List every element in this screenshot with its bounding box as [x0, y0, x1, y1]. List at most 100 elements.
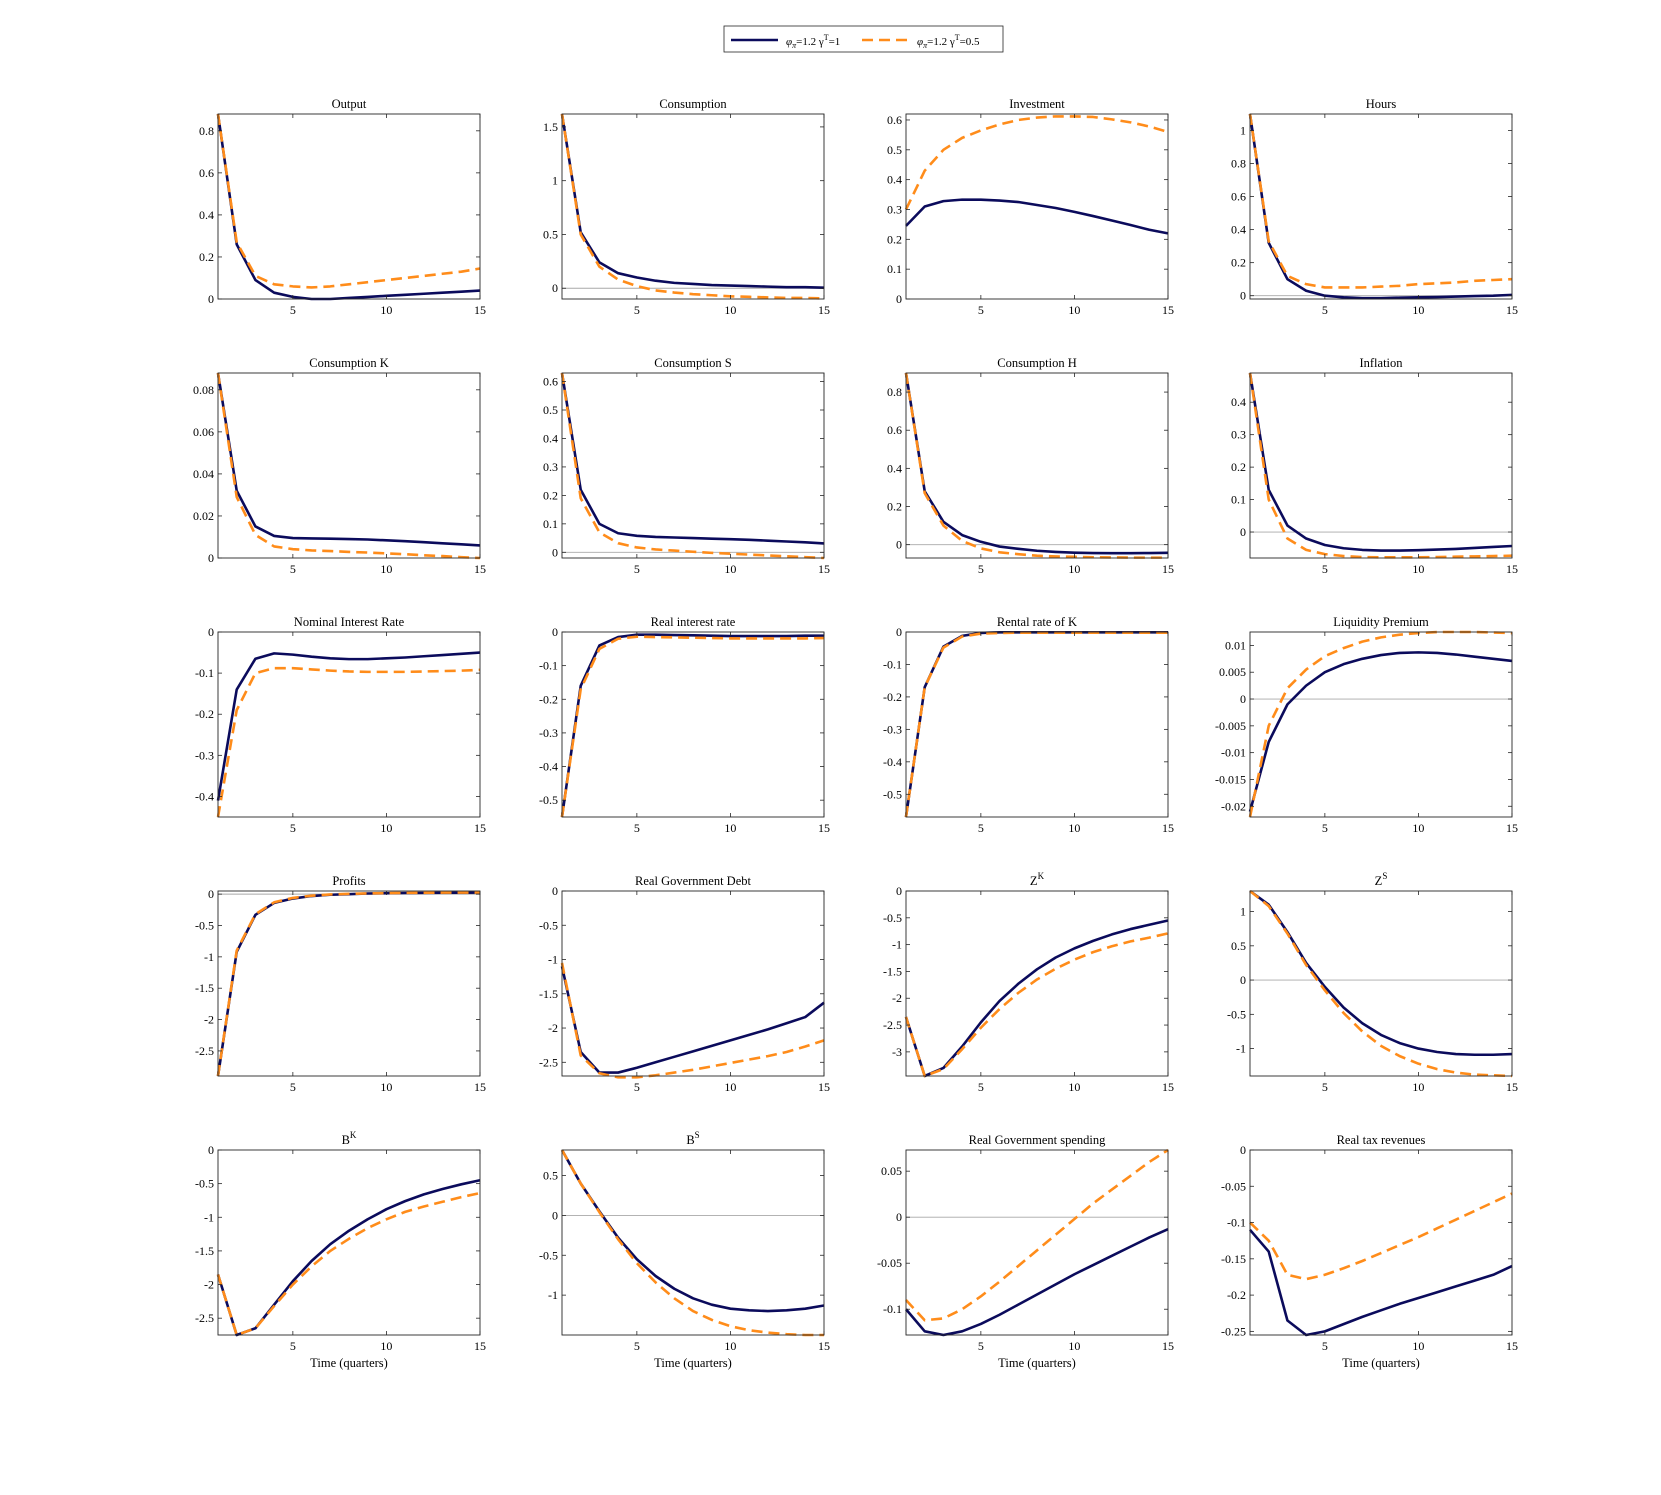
y-tick-label: -1.5: [195, 981, 214, 995]
x-tick-label: 5: [1322, 1080, 1328, 1094]
plot-area: [1250, 114, 1512, 299]
x-tick-label: 5: [1322, 821, 1328, 835]
series-line-s1: [1248, 113, 1513, 300]
y-tick-label: -0.3: [195, 748, 214, 762]
x-axis-label: Time (quarters): [998, 1356, 1076, 1370]
y-tick-label: 0.8: [887, 385, 902, 399]
series-line-s2: [560, 113, 825, 300]
y-tick-label: 0: [552, 281, 558, 295]
y-tick-label: -1.5: [195, 1244, 214, 1258]
plot-area: [1250, 891, 1512, 1076]
panel-title: Investment: [1009, 97, 1065, 111]
panel-title: Real interest rate: [651, 615, 736, 629]
y-tick-label: 0: [1240, 1143, 1246, 1157]
series-line-s1: [216, 113, 481, 301]
x-tick-label: 5: [978, 1080, 984, 1094]
y-tick-label: -1: [548, 953, 558, 967]
panel-title: Consumption: [659, 97, 727, 111]
y-tick-label: 0.1: [543, 517, 558, 531]
y-tick-label: -1: [1236, 1042, 1246, 1056]
y-tick-label: 0: [552, 625, 558, 639]
y-tick-label: -0.5: [195, 918, 214, 932]
panel-17: 5 10 15 -1 -0.5 0 0.5 BS Time (quarters): [539, 1130, 830, 1370]
plot-area: [906, 891, 1168, 1076]
y-tick-label: 0: [896, 884, 902, 898]
y-tick-label: -0.1: [195, 666, 214, 680]
series-line-s2: [560, 635, 825, 818]
plot-area: [906, 114, 1168, 299]
y-tick-label: 0.6: [199, 166, 214, 180]
plot-area: [562, 114, 824, 299]
y-tick-label: 0.4: [543, 431, 558, 445]
y-tick-label: -0.5: [539, 918, 558, 932]
x-tick-label: 10: [724, 1339, 736, 1353]
y-tick-label: -2: [204, 1013, 214, 1027]
y-tick-label: 0.01: [1225, 638, 1246, 652]
y-tick-label: 0.5: [887, 143, 902, 157]
legend-label-s2: φπ=1.2 γT=0.5: [917, 33, 980, 50]
series-line-s2: [904, 631, 1168, 818]
panel-title: Profits: [332, 874, 365, 888]
y-tick-label: 0.2: [199, 250, 214, 264]
series-line-s2: [560, 1149, 824, 1337]
series-line-s2: [216, 1191, 481, 1337]
panel-title: Real tax revenues: [1337, 1133, 1426, 1147]
axes-box: [561, 890, 825, 1077]
y-tick-label: -2.5: [195, 1311, 214, 1325]
plot-area: [906, 373, 1168, 558]
y-tick-label: 1.5: [543, 120, 558, 134]
y-tick-label: -0.4: [539, 760, 558, 774]
y-tick-label: 0: [208, 292, 214, 306]
y-tick-label: 0.4: [887, 461, 902, 475]
panel-16: 5 10 15 -2.5 -2 -1.5 -1 -0.5 0 BK Time (quarters): [195, 1130, 486, 1370]
axes-box: [561, 113, 825, 300]
y-tick-label: -0.2: [195, 707, 214, 721]
x-tick-label: 10: [1412, 562, 1424, 576]
panel-title: Consumption K: [309, 356, 389, 370]
y-tick-label: -3: [892, 1045, 902, 1059]
panel-6: 5 10 15 0 0.2 0.4 0.6 0.8 Consumption H: [887, 356, 1174, 576]
x-tick-label: 15: [1506, 1080, 1518, 1094]
y-tick-label: 0: [208, 887, 214, 901]
x-tick-label: 5: [1322, 1339, 1328, 1353]
x-tick-label: 15: [1506, 562, 1518, 576]
axes-box: [217, 1149, 481, 1336]
series-line-s1: [905, 198, 1169, 235]
panel-title: Inflation: [1359, 356, 1403, 370]
y-tick-label: 0.3: [543, 460, 558, 474]
plot-area: [218, 891, 480, 1076]
x-tick-label: 15: [818, 303, 830, 317]
x-axis-label: Time (quarters): [310, 1356, 388, 1370]
y-tick-label: 0.2: [1231, 256, 1246, 270]
y-tick-label: -0.1: [883, 657, 902, 671]
series-line-s2: [904, 115, 1169, 211]
y-tick-label: -0.5: [539, 793, 558, 807]
y-tick-label: 0: [552, 1208, 558, 1222]
panel-19: 5 10 15 -0.25 -0.2 -0.15 -0.1 -0.05 0 Real tax re…: [1221, 1133, 1518, 1370]
axes-box: [1249, 113, 1513, 300]
y-tick-label: 0.6: [543, 375, 558, 389]
y-tick-label: 0.08: [193, 383, 214, 397]
series-line-s1: [560, 372, 825, 545]
x-tick-label: 10: [1068, 1080, 1080, 1094]
x-tick-label: 15: [1506, 1339, 1518, 1353]
x-tick-label: 5: [634, 303, 640, 317]
x-tick-label: 5: [978, 562, 984, 576]
y-tick-label: 0: [896, 538, 902, 552]
axes-box: [905, 1149, 1169, 1336]
panel-title: Hours: [1366, 97, 1397, 111]
x-tick-label: 10: [724, 303, 736, 317]
plot-area: [218, 1150, 480, 1335]
y-tick-label: 0.06: [193, 425, 214, 439]
x-tick-label: 5: [290, 562, 296, 576]
panel-3: 5 10 15 0 0.2 0.4 0.6 0.8 1 Hours: [1231, 97, 1518, 317]
x-tick-label: 10: [1068, 562, 1080, 576]
y-tick-label: 0: [552, 545, 558, 559]
plot-area: [218, 632, 480, 817]
plot-area: [1250, 373, 1512, 558]
series-line-s1: [560, 113, 825, 290]
y-tick-label: -2.5: [883, 1018, 902, 1032]
y-tick-label: -0.3: [883, 722, 902, 736]
y-tick-label: 0: [1240, 692, 1246, 706]
